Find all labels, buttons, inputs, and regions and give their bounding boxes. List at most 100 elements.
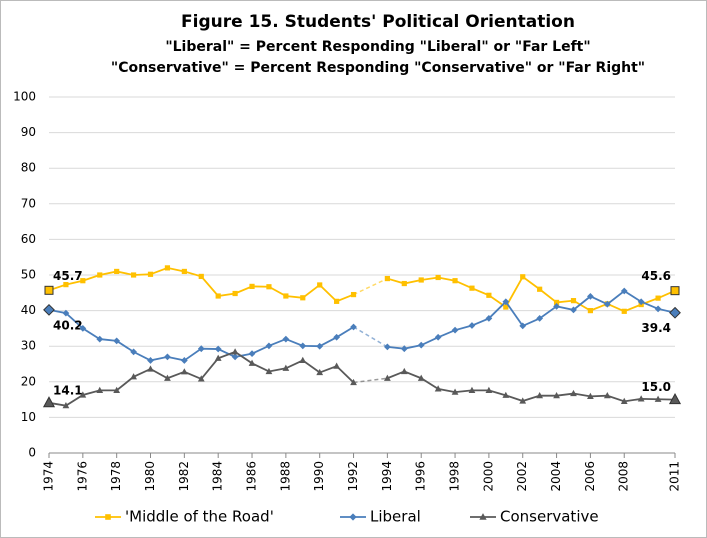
data-point [468, 386, 476, 393]
x-tick-label: 1974 [42, 461, 56, 492]
data-point [79, 325, 87, 332]
data-point [333, 333, 341, 341]
y-tick-label: 40 [21, 303, 36, 317]
x-tick-label: 1994 [380, 461, 394, 492]
data-point [130, 272, 137, 278]
data-point [603, 300, 611, 308]
data-point [384, 275, 390, 282]
data-point [232, 290, 238, 297]
data-point [334, 298, 340, 304]
data-point [668, 392, 682, 405]
data-point [485, 315, 493, 322]
data-point [350, 378, 357, 386]
data-point [350, 291, 357, 298]
data-point [570, 298, 577, 304]
data-point [587, 292, 594, 300]
data-point [316, 342, 324, 350]
x-tick-label: 1998 [448, 461, 462, 492]
data-point [383, 374, 391, 381]
legend-marker [349, 513, 357, 521]
data-point [79, 391, 87, 398]
data-point [553, 392, 560, 399]
data-point [333, 362, 341, 369]
chart-title: Figure 15. Students' Political Orientati… [181, 12, 575, 32]
legend-marker [105, 514, 111, 520]
data-point [283, 293, 289, 299]
data-point [637, 298, 645, 306]
y-tick-label: 30 [21, 339, 36, 353]
data-point [451, 326, 459, 334]
data-point [434, 333, 442, 341]
data-point [519, 397, 527, 404]
data-point [113, 337, 121, 345]
data-point [434, 385, 442, 392]
data-point [181, 268, 187, 275]
data-point [417, 341, 425, 349]
data-point [80, 278, 86, 284]
data-point [180, 357, 188, 364]
data-point [44, 285, 54, 295]
data-point [231, 353, 239, 361]
data-label: 45.7 [53, 269, 83, 283]
x-tick-label: 2008 [617, 461, 631, 492]
data-point [300, 295, 306, 301]
data-point [147, 271, 154, 277]
data-point [503, 304, 509, 310]
data-point [215, 293, 221, 299]
data-point [418, 277, 424, 283]
data-point [669, 306, 681, 319]
x-tick-label: 2004 [549, 461, 563, 492]
data-point [42, 396, 56, 408]
data-point [502, 391, 510, 398]
y-tick-label: 10 [21, 410, 36, 424]
data-point [469, 285, 475, 291]
y-tick-label: 60 [21, 232, 36, 246]
data-point [147, 357, 154, 364]
data-point [97, 272, 103, 278]
series-line [387, 370, 676, 403]
y-tick-label: 50 [21, 268, 36, 282]
x-tick-label: 1988 [278, 461, 292, 492]
x-tick-label: 2000 [481, 461, 495, 492]
data-point [299, 342, 307, 350]
chart-subtitle: "Conservative" = Percent Responding "Con… [111, 60, 645, 76]
data-label: 14.1 [53, 383, 83, 397]
data-point [147, 365, 154, 372]
legend-label: Liberal [370, 508, 421, 526]
data-point [164, 374, 171, 381]
data-point [536, 315, 544, 322]
data-point [266, 284, 272, 290]
chart-subtitle: "Liberal" = Percent Responding "Liberal"… [165, 39, 590, 55]
data-point [400, 345, 408, 353]
data-point [249, 283, 255, 289]
x-tick-label: 2006 [583, 461, 597, 492]
data-label: 45.6 [641, 269, 671, 283]
data-point [62, 309, 70, 317]
series-line [387, 289, 676, 350]
x-tick-label: 2002 [515, 461, 529, 492]
legend-label: 'Middle of the Road' [125, 508, 274, 526]
data-point [164, 265, 171, 271]
data-point [451, 388, 459, 395]
data-point [96, 335, 104, 343]
legend-marker [479, 513, 487, 520]
data-point [350, 323, 357, 331]
data-point [383, 343, 391, 351]
data-point [62, 402, 70, 409]
y-tick-label: 80 [21, 161, 36, 175]
gap-connector [353, 377, 388, 384]
data-point [553, 302, 560, 310]
data-point [486, 292, 492, 298]
y-tick-label: 20 [21, 374, 36, 388]
data-point [265, 367, 273, 375]
data-point [400, 367, 408, 375]
data-point [670, 286, 680, 296]
data-point [502, 298, 510, 306]
data-point [197, 375, 205, 382]
data-point [282, 364, 290, 371]
data-point [248, 359, 256, 366]
data-point [114, 268, 120, 275]
data-label: 15.0 [641, 380, 671, 394]
